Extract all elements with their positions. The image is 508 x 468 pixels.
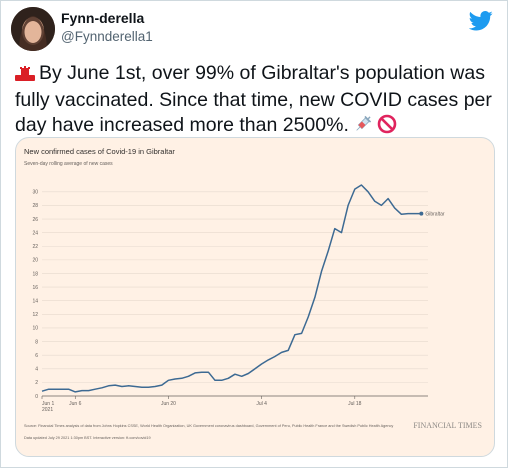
x-tick-label: 2021 (42, 407, 53, 413)
chart-image-card[interactable]: New confirmed cases of Covid-19 in Gibra… (15, 137, 495, 457)
y-tick-label: 30 (32, 190, 38, 196)
y-tick-label: 28 (32, 203, 38, 209)
x-tick-label: Jun 6 (69, 401, 81, 407)
series-end-marker (419, 211, 424, 216)
y-tick-label: 2 (35, 380, 38, 386)
tweet-text: By June 1st, over 99% of Gibraltar's pop… (15, 61, 495, 141)
y-tick-label: 4 (35, 367, 38, 373)
chart-source: Source: Financial Times analysis of data… (24, 424, 393, 428)
x-tick-label: Jul 18 (348, 401, 362, 407)
y-tick-label: 22 (32, 244, 38, 250)
y-tick-label: 8 (35, 339, 38, 345)
y-tick-label: 12 (32, 312, 38, 318)
x-tick-label: Jun 1 (42, 401, 54, 407)
twitter-bird-icon[interactable] (468, 11, 493, 31)
y-tick-label: 26 (32, 217, 38, 223)
tweet-body: By June 1st, over 99% of Gibraltar's pop… (15, 62, 492, 136)
y-tick-label: 10 (32, 326, 38, 332)
y-tick-label: 14 (32, 299, 38, 305)
gibraltar-series-line (41, 184, 422, 393)
y-tick-label: 16 (32, 285, 38, 291)
y-tick-label: 0 (35, 394, 38, 400)
y-tick-label: 20 (32, 258, 38, 264)
chart-subtitle: Seven-day rolling average of new cases (24, 161, 113, 167)
line-chart: New confirmed cases of Covid-19 in Gibra… (24, 147, 482, 440)
user-handle[interactable]: @Fynnderella1 (61, 29, 153, 44)
syringe-icon (353, 114, 373, 141)
avatar[interactable] (11, 7, 55, 51)
chart-updated: Data updated July 29 2021 1:30pm BST. In… (24, 436, 151, 440)
ft-brand: FINANCIAL TIMES (413, 421, 482, 430)
chart-title: New confirmed cases of Covid-19 in Gibra… (24, 147, 175, 156)
x-tick-label: Jun 20 (161, 401, 176, 407)
y-tick-label: 18 (32, 271, 38, 277)
prohibited-icon (377, 114, 397, 141)
x-tick-label: Jul 4 (256, 401, 267, 407)
gibraltar-flag-icon (15, 63, 35, 88)
display-name[interactable]: Fynn-derella (61, 10, 145, 26)
series-label: Gibraltar (425, 211, 445, 217)
y-tick-label: 24 (32, 230, 38, 236)
y-tick-label: 6 (35, 353, 38, 359)
